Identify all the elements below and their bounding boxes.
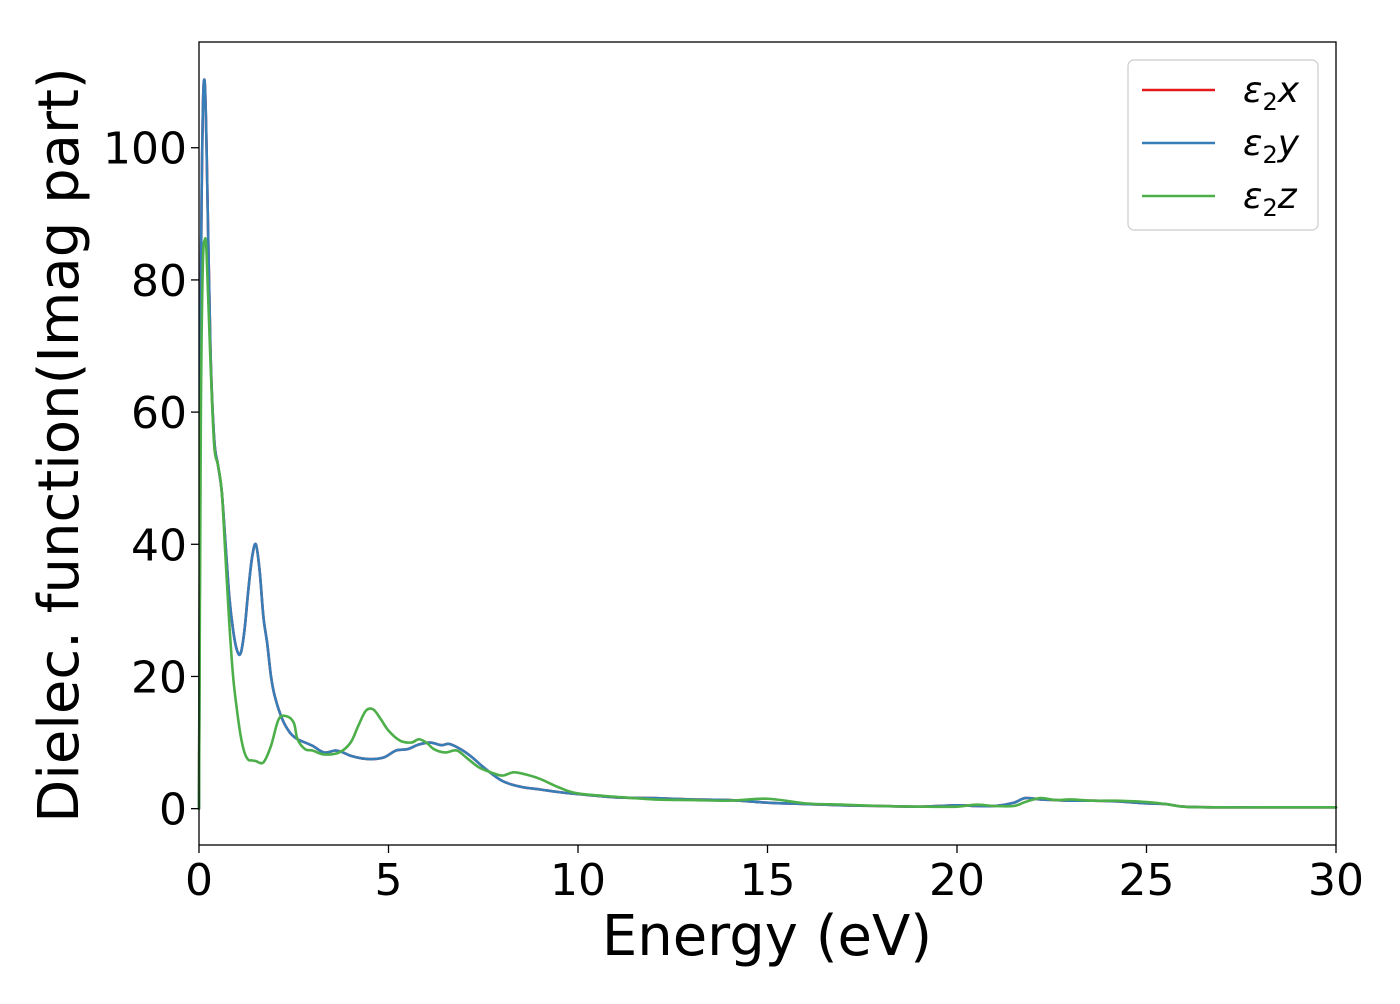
- x-axis-title: Energy (eV): [602, 904, 932, 969]
- x-tick-label: 30: [1308, 855, 1364, 906]
- y-tick-label: 20: [131, 652, 187, 703]
- y-axis-title: Dielec. function(Imag part): [27, 67, 92, 823]
- legend-label-x: ε2x: [1243, 70, 1300, 116]
- legend-symbol: ε: [1243, 70, 1262, 111]
- legend-label-y: ε2y: [1243, 123, 1300, 169]
- x-tick-label: 20: [929, 855, 985, 906]
- legend-symbol: ε: [1243, 123, 1262, 164]
- y-tick-label: 40: [131, 520, 187, 571]
- series-layer: [197, 78, 1338, 810]
- legend-symbol: ε: [1243, 176, 1262, 217]
- x-tick-label: 0: [185, 855, 213, 906]
- y-axis: 0 20 40 60 80 100: [103, 124, 199, 836]
- x-tick-label: 5: [375, 855, 403, 906]
- legend-subscript: 2: [1262, 88, 1277, 116]
- legend-subscript: 2: [1262, 141, 1277, 169]
- x-tick-label: 10: [550, 855, 606, 906]
- x-tick-label: 15: [740, 855, 796, 906]
- legend-variable: y: [1277, 123, 1300, 164]
- legend-variable: z: [1277, 176, 1298, 217]
- y-tick-label: 0: [159, 785, 187, 836]
- legend-label-z: ε2z: [1243, 176, 1298, 222]
- legend-subscript: 2: [1262, 194, 1277, 222]
- series-line-z: [197, 236, 1338, 810]
- legend-box: [1127, 59, 1319, 231]
- x-tick-label: 25: [1119, 855, 1175, 906]
- y-tick-label: 100: [103, 124, 187, 175]
- y-tick-label: 80: [131, 256, 187, 307]
- series-line-y: [197, 78, 1338, 810]
- y-tick-label: 60: [131, 388, 187, 439]
- legend-variable: x: [1277, 70, 1300, 111]
- x-axis: 0 5 10 15 20 25 30: [185, 845, 1364, 906]
